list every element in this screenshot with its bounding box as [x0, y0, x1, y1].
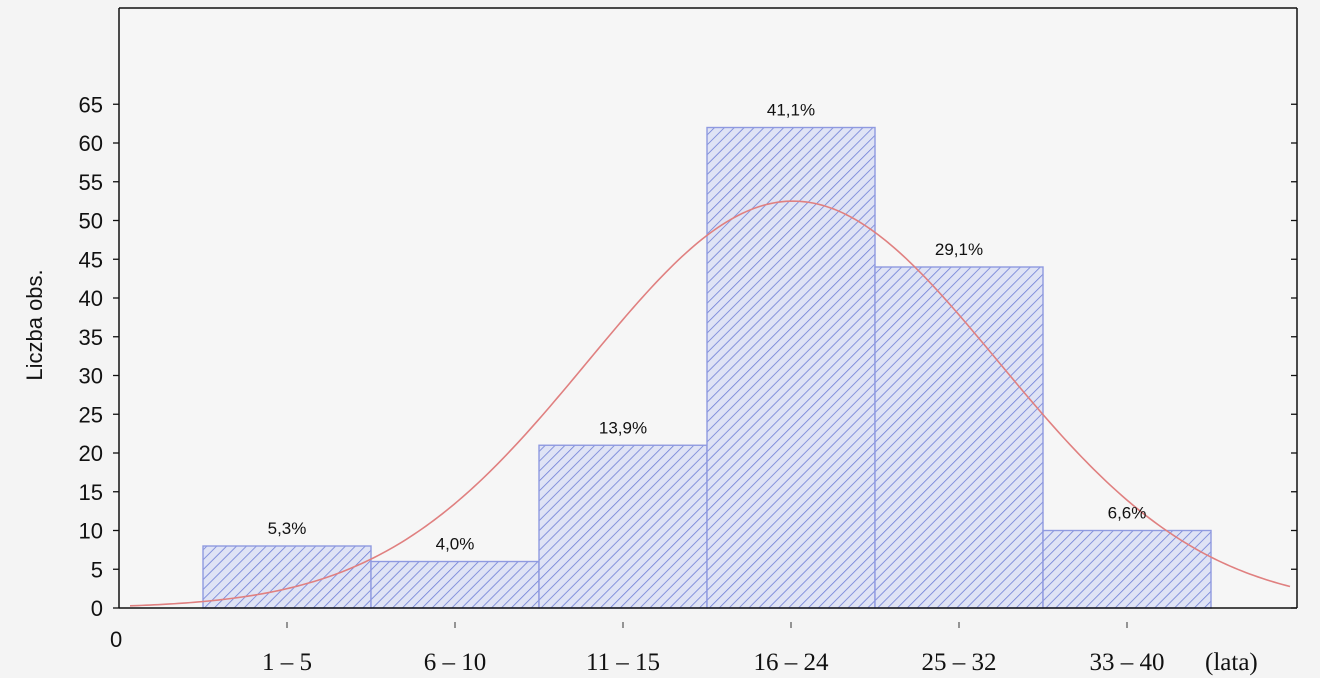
bar-data-label: 13,9%: [599, 418, 647, 437]
y-tick-label: 20: [79, 441, 103, 466]
x-ticks-group: 1 – 5 6 – 10 11 – 15 16 – 24 25 – 32 33 – 40: [262, 622, 1165, 676]
y-tick-label: 45: [79, 247, 103, 272]
bar-data-label: 29,1%: [935, 240, 983, 259]
x-category-label: 6 – 10: [424, 649, 487, 676]
x-category-label: 16 – 24: [754, 649, 830, 676]
histogram-bar: [370, 560, 540, 609]
x-origin-label: 0: [110, 627, 122, 652]
x-category-label: 33 – 40: [1090, 649, 1165, 676]
y-tick-label: 65: [79, 92, 103, 117]
y-tick-label: 0: [91, 596, 103, 621]
x-category-label: 25 – 32: [922, 649, 997, 676]
y-ticks-group: 0 5 10 15 20 25 30 35 40 45 50 55 60 65: [79, 92, 1297, 621]
y-tick-label: 30: [79, 364, 103, 389]
normal-curve: [129, 200, 1291, 607]
x-category-label: 1 – 5: [262, 649, 312, 676]
y-tick-label: 55: [79, 170, 103, 195]
y-tick-label: 15: [79, 480, 103, 505]
axes-group: [118, 7, 1298, 609]
y-tick-label: 5: [91, 557, 103, 582]
data-labels-group: 5,3% 4,0% 13,9% 41,1% 29,1% 6,6%: [268, 101, 1147, 554]
histogram-bar: [874, 266, 1044, 609]
y-axis-title: Liczba obs.: [22, 269, 47, 380]
bar-data-label: 5,3%: [268, 519, 307, 538]
histogram-bar: [706, 126, 876, 609]
bar-data-label: 6,6%: [1108, 504, 1147, 523]
y-tick-label: 60: [79, 131, 103, 156]
x-category-label: 11 – 15: [586, 649, 660, 676]
bar-data-label: 4,0%: [436, 535, 475, 554]
bar-data-label: 41,1%: [767, 101, 815, 120]
y-tick-label: 35: [79, 325, 103, 350]
histogram-bar: [202, 545, 372, 609]
histogram-bar: [538, 444, 708, 609]
y-tick-label: 10: [79, 519, 103, 544]
y-tick-label: 40: [79, 286, 103, 311]
histogram-bar: [1042, 529, 1212, 609]
x-axis-title: (lata): [1205, 649, 1258, 676]
y-tick-label: 50: [79, 209, 103, 234]
y-tick-label: 25: [79, 402, 103, 427]
bars-group: [202, 126, 1212, 609]
